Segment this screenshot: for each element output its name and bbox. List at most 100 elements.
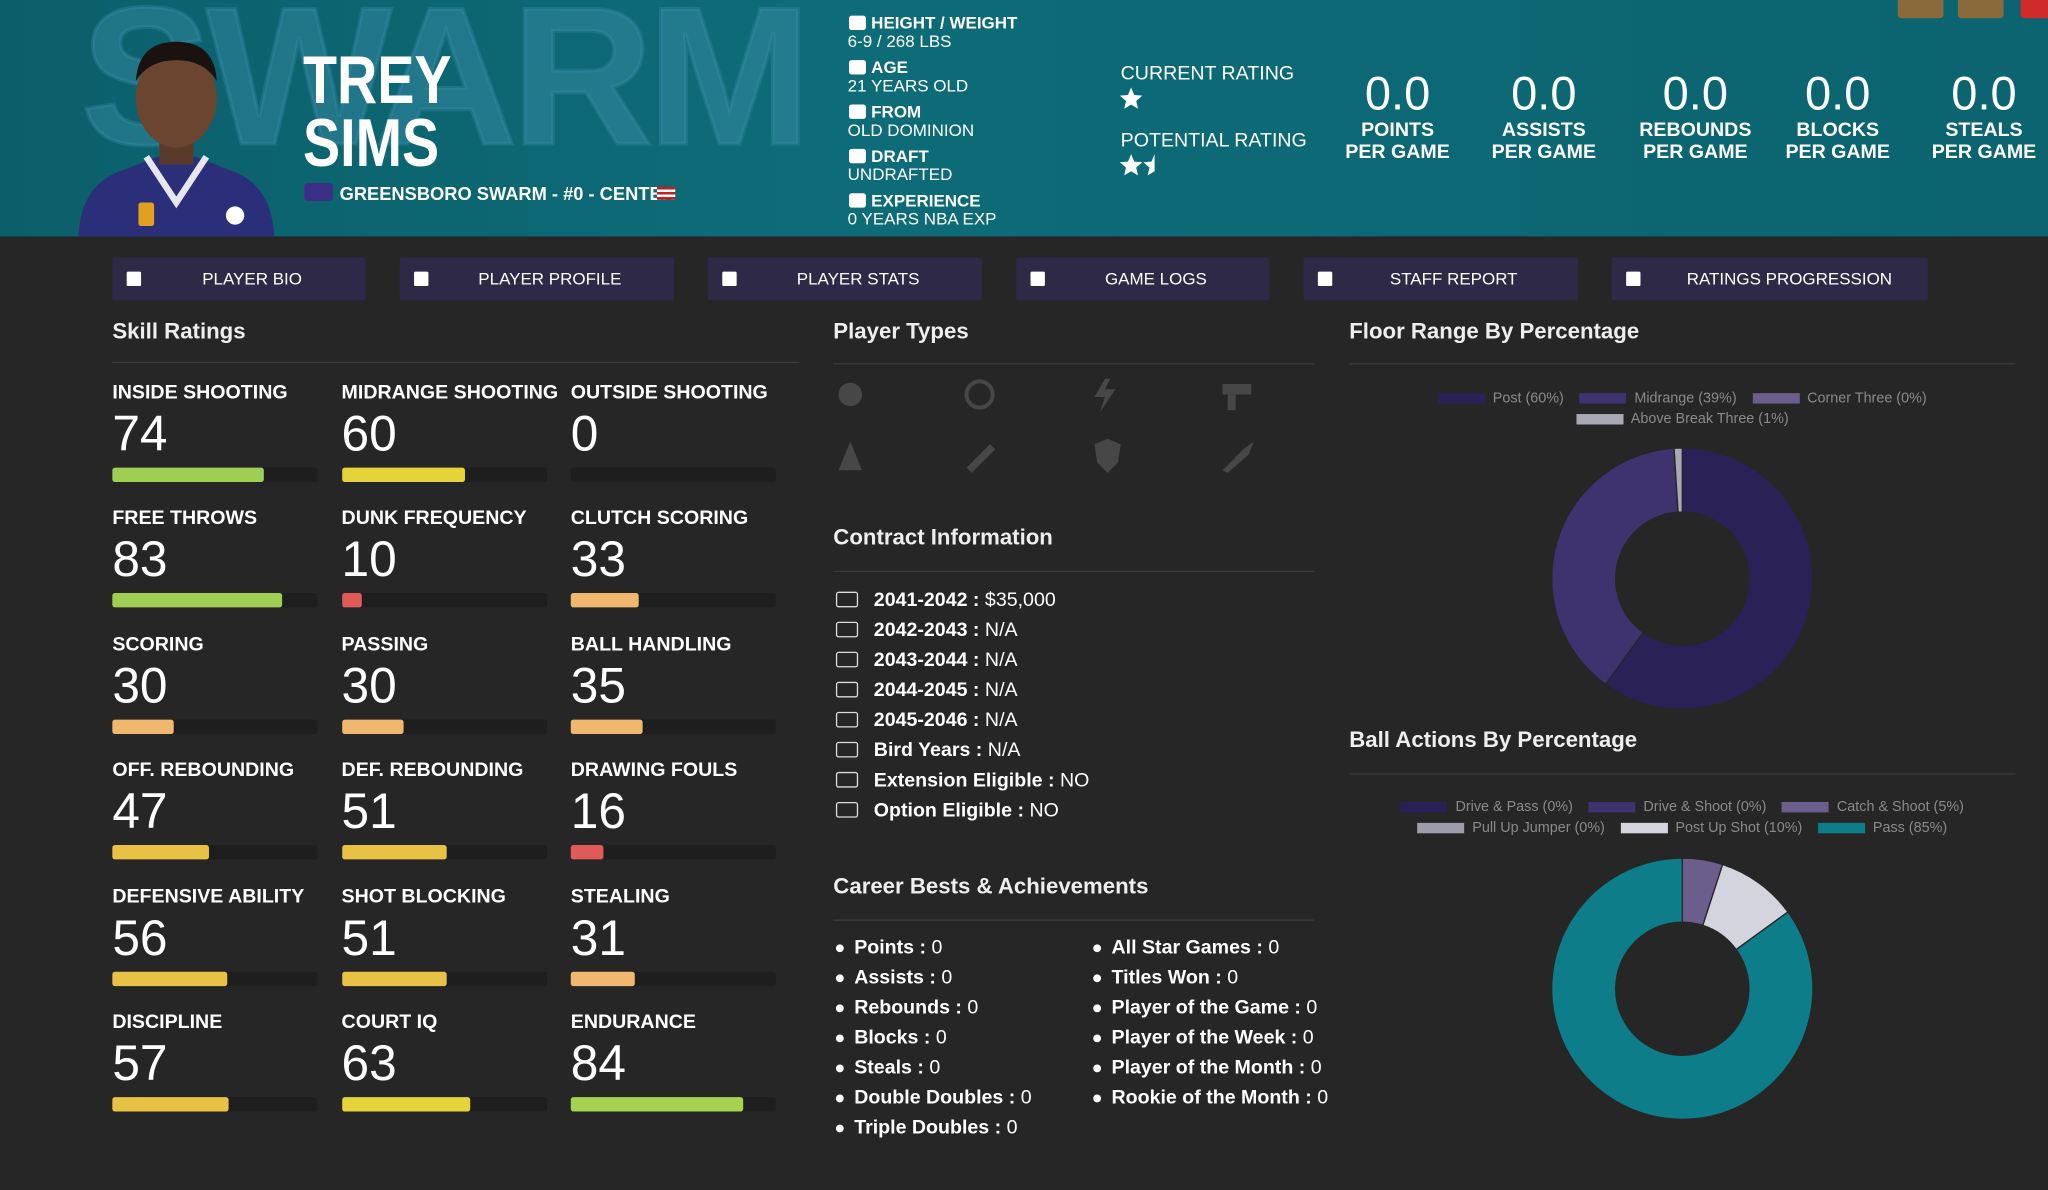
legend-item[interactable]: Drive & Shoot (0%) xyxy=(1588,799,1766,815)
stat-label: PER GAME xyxy=(1345,141,1450,164)
career-value: 0 xyxy=(931,936,943,959)
legend-item[interactable]: Pull Up Jumper (0%) xyxy=(1417,820,1605,836)
legend-item[interactable]: Post (60%) xyxy=(1437,391,1564,406)
bullet xyxy=(1093,944,1102,953)
legend-swatch xyxy=(1575,414,1623,425)
skill-value: 83 xyxy=(112,533,168,589)
legend-item[interactable]: Corner Three (0%) xyxy=(1752,391,1927,406)
career-value: 0 xyxy=(935,1026,947,1049)
skill-name: DUNK FREQUENCY xyxy=(341,507,527,530)
legend-label: Drive & Pass (0%) xyxy=(1455,799,1573,816)
tab-button[interactable]: RATINGS PROGRESSION xyxy=(1611,257,1928,301)
donut-slice xyxy=(1604,447,1814,710)
skill-value: 74 xyxy=(112,407,168,463)
career-row: Assists : 0 xyxy=(854,967,952,989)
skill-name: DISCIPLINE xyxy=(112,1010,223,1034)
skill-bar xyxy=(341,845,447,860)
section-title: Contract Information xyxy=(833,525,1053,550)
skill-name: SCORING xyxy=(112,633,204,656)
skill-value: 60 xyxy=(341,407,397,463)
stat-value: 0.0 xyxy=(1805,66,1871,121)
contract-row: 2041-2042 : $35,000 xyxy=(874,589,1056,611)
contract-value: $35,000 xyxy=(984,589,1056,612)
career-value: 0 xyxy=(1020,1086,1032,1109)
info-value: UNDRAFTED xyxy=(847,164,953,185)
star xyxy=(1119,87,1143,109)
tab-label: PLAYER STATS xyxy=(796,269,920,289)
career-value: 0 xyxy=(1310,1056,1322,1079)
stat-value: 0.0 xyxy=(1662,66,1729,121)
legend-item[interactable]: Above Break Three (1%) xyxy=(1575,411,1789,428)
legend-swatch xyxy=(1620,822,1668,834)
close-button[interactable] xyxy=(2020,0,2048,19)
donut-chart xyxy=(1551,857,1814,1120)
contract-icon xyxy=(835,591,859,608)
tab-icon xyxy=(1317,271,1333,287)
contract-label: 2043-2044 : xyxy=(873,649,980,672)
stat-label: PER GAME xyxy=(1491,141,1597,164)
skill-bar-track xyxy=(570,467,776,482)
career-value: 0 xyxy=(1006,1116,1018,1139)
star xyxy=(1119,154,1143,176)
stat-label: PER GAME xyxy=(1643,141,1748,164)
career-row: Rebounds : 0 xyxy=(854,997,978,1019)
legend-item[interactable]: Catch & Shoot (5%) xyxy=(1782,799,1964,815)
legend-swatch xyxy=(1818,822,1866,834)
divider xyxy=(112,361,800,364)
legend-item[interactable]: Post Up Shot (10%) xyxy=(1620,820,1802,836)
stat-value: 0.0 xyxy=(1511,66,1577,121)
stat-label: BLOCKS xyxy=(1796,118,1880,142)
team-badge xyxy=(304,182,334,202)
skill-bar xyxy=(112,845,209,860)
info-icon xyxy=(848,60,866,75)
divider xyxy=(1349,363,2016,365)
bullet xyxy=(835,944,844,953)
bullet xyxy=(1093,1034,1102,1043)
contract-value: N/A xyxy=(984,649,1018,672)
contract-label: 2044-2045 : xyxy=(873,679,980,702)
contract-row: 2043-2044 : N/A xyxy=(874,649,1018,671)
player-subtitle: GREENSBORO SWARM - #0 - CENTER xyxy=(339,182,675,204)
career-value: 0 xyxy=(1268,936,1280,959)
skill-bar xyxy=(570,1097,744,1112)
stat-value: 0.0 xyxy=(1951,66,2017,121)
career-label: Double Doubles : xyxy=(854,1086,1016,1109)
legend-swatch xyxy=(1400,801,1448,813)
tab-button[interactable]: GAME LOGS xyxy=(1016,257,1270,301)
tab-button[interactable]: STAFF REPORT xyxy=(1303,257,1578,301)
legend-label: Above Break Three (1%) xyxy=(1630,411,1789,428)
skill-value: 31 xyxy=(570,911,626,966)
legend-item[interactable]: Pass (85%) xyxy=(1818,820,1947,836)
info-icon xyxy=(848,15,866,31)
rating-label: POTENTIAL RATING xyxy=(1120,129,1307,152)
legend-item[interactable]: Midrange (39%) xyxy=(1579,391,1737,406)
skill-bar xyxy=(341,1097,471,1112)
career-row: Player of the Game : 0 xyxy=(1112,997,1318,1019)
career-row: Points : 0 xyxy=(854,936,942,958)
tab-button[interactable]: PLAYER STATS xyxy=(707,257,983,301)
tab-button[interactable]: PLAYER PROFILE xyxy=(399,257,674,301)
career-label: Points : xyxy=(854,936,927,959)
bullet xyxy=(835,1064,844,1073)
skill-bar xyxy=(112,467,265,482)
stat-label: ASSISTS xyxy=(1501,118,1586,142)
tab-label: STAFF REPORT xyxy=(1389,269,1518,289)
legend-label: Catch & Shoot (5%) xyxy=(1836,799,1964,816)
skill-name: ENDURANCE xyxy=(570,1010,696,1034)
nav-forward-button[interactable] xyxy=(1957,0,2004,19)
legend-item[interactable]: Drive & Pass (0%) xyxy=(1400,799,1573,816)
tab-icon xyxy=(1626,271,1641,287)
skill-bar xyxy=(112,719,174,734)
donut-slice xyxy=(1551,857,1814,1120)
contract-icon xyxy=(835,651,859,668)
skill-bar xyxy=(570,719,643,734)
nav-back-button[interactable] xyxy=(1897,0,1944,19)
career-value: 0 xyxy=(1306,996,1318,1019)
contract-label: 2042-2043 : xyxy=(873,619,980,642)
tab-button[interactable]: PLAYER BIO xyxy=(112,257,366,301)
flag-icon xyxy=(656,186,676,200)
skill-name: SHOT BLOCKING xyxy=(341,885,506,908)
skill-name: OUTSIDE SHOOTING xyxy=(570,381,768,404)
contract-value: N/A xyxy=(987,739,1021,762)
bullet xyxy=(1093,1064,1102,1073)
